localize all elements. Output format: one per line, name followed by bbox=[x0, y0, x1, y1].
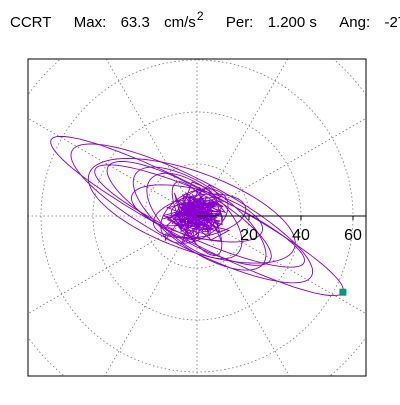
orbit-loop bbox=[130, 184, 264, 243]
max-unit-exponent: 2 bbox=[196, 9, 204, 23]
plot-header: CCRT Max: 63.3 cm/s2 Per: 1.200 s Ang: -… bbox=[10, 9, 400, 36]
grid-spoke bbox=[104, 215, 198, 376]
max-value: 63.3 bbox=[120, 14, 150, 31]
end-point-marker bbox=[339, 288, 347, 296]
orbit-loop bbox=[70, 143, 314, 284]
grid-spoke bbox=[105, 59, 198, 217]
grid-spoke bbox=[28, 117, 198, 217]
orbit-loop bbox=[87, 158, 296, 264]
plot-frame bbox=[27, 58, 367, 377]
grid-spoke bbox=[28, 215, 198, 315]
x-axis: 20 40 60 bbox=[197, 215, 366, 244]
angle-label: Ang: bbox=[339, 14, 371, 31]
station-code: CCRT bbox=[10, 14, 52, 31]
x-tick-label: 60 bbox=[344, 227, 362, 244]
grid-spoke bbox=[196, 215, 290, 376]
grid-spoke bbox=[196, 59, 289, 217]
period-value: 1.200 s bbox=[267, 14, 317, 31]
orbit-loop bbox=[94, 164, 305, 268]
max-unit: cm/s bbox=[164, 14, 196, 31]
period-label: Per: bbox=[225, 14, 254, 31]
orbit-loop bbox=[132, 166, 267, 271]
end-marker-layer bbox=[339, 288, 347, 296]
orbit-loop bbox=[146, 172, 243, 260]
orbit-trace bbox=[50, 135, 344, 297]
orbit-core-trace bbox=[162, 181, 231, 244]
angle-value: -27.6 bbox=[384, 14, 400, 31]
x-tick-label: 40 bbox=[292, 227, 310, 244]
grid-spoke bbox=[196, 117, 366, 217]
x-tick-label: 20 bbox=[240, 227, 258, 244]
max-label: Max: bbox=[73, 14, 107, 31]
grid-spoke bbox=[196, 215, 366, 315]
orbit-loop bbox=[106, 161, 272, 266]
